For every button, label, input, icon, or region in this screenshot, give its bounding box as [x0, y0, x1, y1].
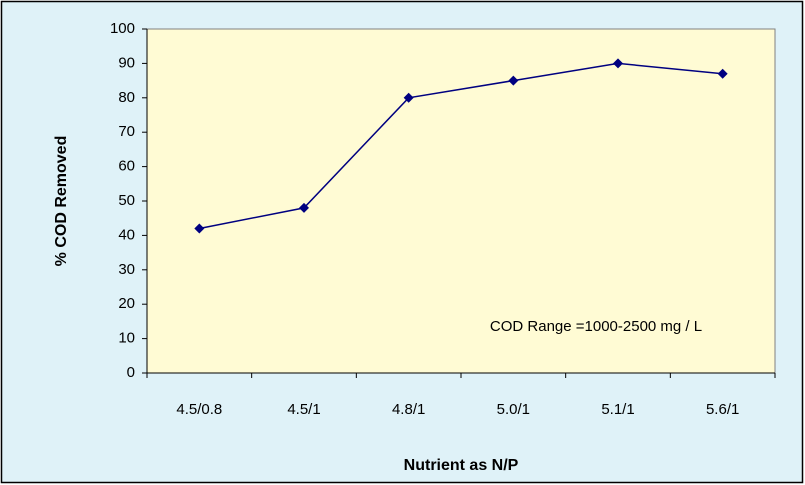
x-tick-label: 5.6/1: [706, 401, 739, 418]
annotation: COD Range =1000-2500 mg / L: [490, 318, 702, 335]
x-axis-label: Nutrient as N/P: [404, 457, 519, 474]
y-tick-label: 100: [110, 20, 135, 37]
marker: [717, 68, 728, 79]
y-tick-label: 20: [118, 295, 135, 312]
y-tick-label: 70: [118, 123, 135, 140]
x-tick-label: 4.5/1: [287, 401, 320, 418]
x-tick-label: 4.5/0.8: [176, 401, 222, 418]
y-tick-label: 10: [118, 330, 135, 347]
y-tick-label: 90: [118, 54, 135, 71]
plot-area: [146, 28, 776, 374]
marker: [403, 92, 414, 103]
marker: [613, 58, 623, 69]
series-line: [199, 62, 723, 230]
y-tick-label: 0: [127, 364, 135, 381]
y-tick-label: 30: [118, 261, 135, 278]
x-tick-label: 4.8/1: [392, 401, 425, 418]
marker: [194, 223, 205, 234]
y-tick-label: 50: [118, 192, 135, 209]
marker: [299, 202, 309, 213]
y-tick-label: 60: [118, 158, 135, 175]
y-tick-label: 80: [118, 89, 135, 106]
y-tick-label: 40: [118, 226, 135, 243]
y-axis-label: % COD Removed: [53, 136, 70, 267]
marker: [508, 75, 519, 86]
x-tick-label: 5.0/1: [497, 401, 530, 418]
x-tick-label: 5.1/1: [601, 401, 634, 418]
